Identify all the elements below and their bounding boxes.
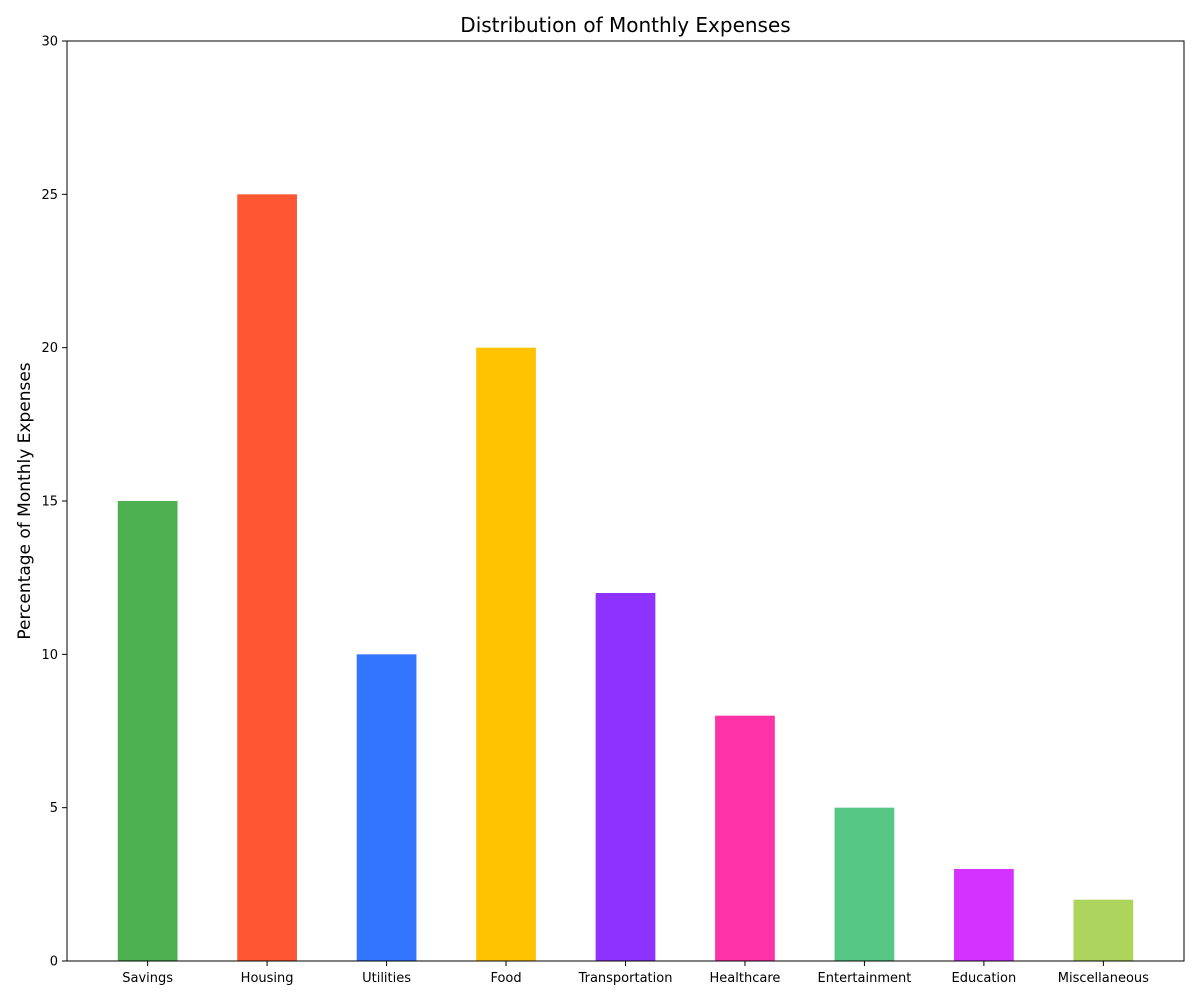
x-tick-label: Miscellaneous — [1058, 971, 1149, 986]
bar-savings — [117, 501, 178, 961]
bar-food — [476, 347, 536, 962]
x-tick-label: Entertainment — [818, 971, 912, 986]
bar-education — [954, 869, 1014, 961]
y-tick-label: 20 — [41, 341, 58, 356]
x-tick-label: Housing — [241, 971, 294, 986]
y-axis-label: Percentage of Monthly Expenses — [15, 362, 35, 639]
x-tick-label: Healthcare — [710, 971, 781, 986]
y-tick-label: 5 — [50, 801, 58, 816]
y-tick-label: 30 — [41, 35, 58, 50]
x-tick-label: Utilities — [362, 971, 411, 986]
bar-utilities — [356, 654, 417, 961]
plot-frame — [66, 40, 1185, 962]
ticks-group: Savings Housing Utilities Food Transportatio… — [41, 35, 1149, 987]
x-tick-label: Savings — [122, 971, 173, 986]
x-tick-label: Transportation — [578, 971, 673, 986]
bar-miscellaneous — [1073, 899, 1134, 961]
chart-title: Distribution of Monthly Expenses — [460, 13, 790, 37]
y-tick-label: 15 — [41, 495, 58, 510]
y-tick-label: 10 — [41, 648, 58, 663]
bar-entertainment — [834, 807, 895, 961]
bar-transportation — [595, 593, 656, 961]
bar-housing — [237, 194, 297, 962]
x-tick-label: Education — [952, 971, 1017, 986]
bar-healthcare — [715, 715, 775, 961]
y-tick-label: 25 — [41, 188, 58, 203]
bars-group — [117, 194, 1134, 962]
x-tick-label: Food — [490, 971, 521, 986]
y-tick-label: 0 — [50, 955, 58, 970]
